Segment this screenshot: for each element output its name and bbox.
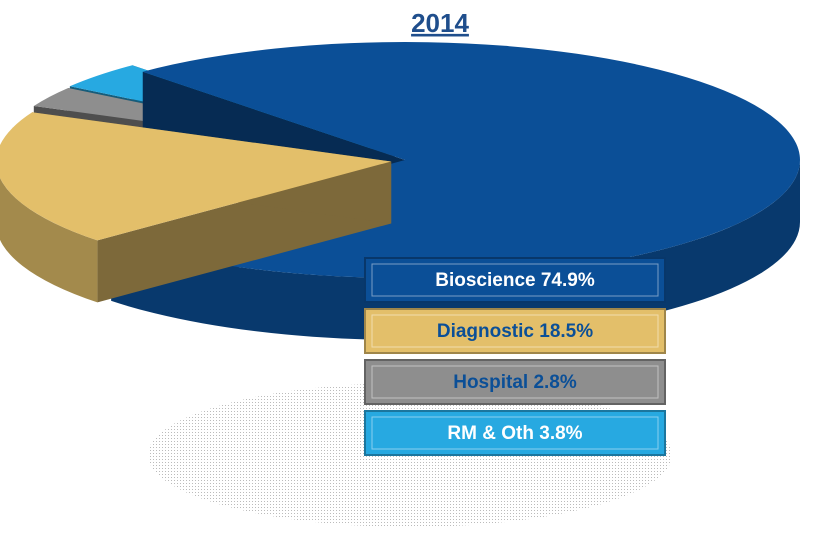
legend-value: 3.8%: [539, 423, 582, 444]
legend-value: 2.8%: [533, 372, 576, 393]
slice: [0, 112, 392, 241]
legend-label: RM & Oth 3.8%: [447, 423, 582, 444]
slice-side: [0, 177, 98, 303]
legend-category: RM & Oth: [447, 423, 534, 444]
legend-bevel: [371, 263, 659, 297]
legend-category: Hospital: [453, 372, 528, 393]
legend-bevel: [371, 314, 659, 348]
legend-bevel: [371, 416, 659, 450]
chart-title: 2014: [411, 8, 469, 38]
legend-label: Hospital 2.8%: [453, 372, 577, 393]
legend: Bioscience 74.9% Diagnostic 18.5% Hospital…: [364, 257, 666, 456]
legend-label: Diagnostic 18.5%: [437, 321, 593, 342]
legend-value: 74.9%: [541, 270, 595, 291]
legend-value: 18.5%: [539, 321, 593, 342]
legend-category: Diagnostic: [437, 321, 535, 342]
legend-bevel: [371, 365, 659, 399]
legend-label: Bioscience 74.9%: [435, 270, 595, 291]
legend-category: Bioscience: [435, 270, 535, 291]
